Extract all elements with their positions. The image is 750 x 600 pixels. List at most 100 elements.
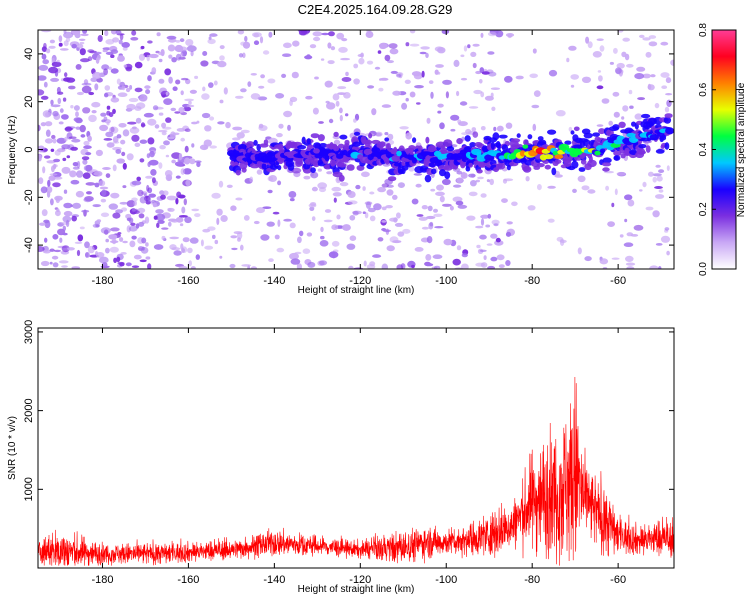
heatmap-noise-cell — [439, 122, 445, 130]
heatmap-noise-cell — [49, 248, 55, 252]
heatmap-signal-cell — [386, 143, 391, 151]
heatmap-noise-cell — [54, 195, 63, 201]
heatmap-signal-peak — [519, 150, 526, 157]
heatmap-noise-cell — [194, 213, 201, 218]
heatmap-noise-cell — [577, 247, 582, 255]
heatmap-noise-cell — [650, 74, 656, 78]
heatmap-signal-cell — [663, 116, 672, 124]
heatmap-noise-cell — [48, 45, 56, 49]
heatmap-noise-cell — [281, 73, 287, 78]
heatmap-noise-cell — [82, 30, 88, 34]
heatmap-noise-cell — [379, 78, 383, 81]
heatmap-noise-cell — [627, 199, 635, 207]
heatmap-noise-cell — [258, 123, 264, 129]
heatmap-noise-cell — [634, 73, 645, 80]
heatmap-noise-cell — [44, 237, 48, 243]
heatmap-noise-cell — [658, 189, 664, 193]
heatmap-noise-cell — [189, 89, 197, 94]
heatmap-noise-cell — [127, 121, 137, 125]
heatmap-signal-cell — [664, 142, 670, 150]
heatmap-noise-cell — [433, 213, 443, 217]
heatmap-noise-cell — [178, 215, 188, 218]
heatmap-noise-cell — [87, 49, 95, 53]
heatmap-noise-cell — [331, 240, 340, 247]
heatmap-signal-cell — [522, 165, 532, 173]
heatmap-noise-cell — [375, 131, 383, 137]
heatmap-noise-cell — [161, 131, 167, 136]
heatmap-noise-cell — [416, 102, 421, 105]
heatmap-signal-cell — [337, 143, 345, 149]
heatmap-noise-cell — [318, 260, 328, 266]
heatmap-noise-cell — [481, 71, 490, 75]
heatmap-signal-cell — [352, 141, 361, 147]
heatmap-noise-cell — [147, 137, 155, 145]
heatmap-noise-cell — [487, 51, 495, 55]
heatmap-noise-cell — [112, 212, 121, 219]
heatmap-noise-cell — [426, 215, 436, 220]
heatmap-noise-cell — [434, 226, 444, 229]
heatmap-noise-cell — [240, 41, 247, 46]
heatmap-noise-cell — [289, 198, 295, 202]
heatmap-noise-cell — [353, 78, 360, 85]
heatmap-noise-cell — [648, 41, 658, 47]
heatmap-noise-cell — [119, 237, 124, 242]
heatmap-noise-cell — [110, 97, 120, 103]
heatmap-noise-cell — [110, 49, 119, 54]
heatmap-noise-cell — [63, 189, 68, 194]
heatmap-noise-cell — [450, 114, 460, 121]
heatmap-noise-cell — [59, 108, 64, 113]
heatmap-noise-cell — [158, 162, 163, 169]
heatmap-noise-cell — [43, 42, 47, 49]
heatmap-noise-cell — [44, 121, 53, 127]
heatmap-signal-cell — [310, 167, 316, 174]
heatmap-noise-cell — [87, 56, 93, 62]
heatmap-noise-cell — [397, 182, 405, 189]
heatmap-noise-cell — [80, 134, 86, 138]
heatmap-signal-cell — [638, 144, 647, 149]
heatmap-noise-cell — [537, 184, 542, 191]
heatmap-noise-cell — [203, 139, 212, 147]
heatmap-signal-peak — [342, 149, 348, 156]
heatmap-noise-cell — [274, 234, 280, 240]
heatmap-noise-cell — [402, 228, 411, 234]
heatmap-noise-cell — [38, 154, 42, 162]
heatmap-noise-cell — [611, 202, 615, 208]
heatmap-noise-cell — [52, 110, 59, 117]
heatmap-noise-cell — [532, 123, 537, 131]
heatmap-noise-cell — [95, 149, 103, 157]
heatmap-noise-cell — [108, 203, 119, 210]
heatmap-noise-cell — [50, 77, 60, 82]
heatmap-noise-cell — [601, 98, 610, 104]
heatmap-noise-cell — [277, 180, 282, 186]
heatmap-noise-cell — [258, 85, 265, 89]
heatmap-noise-cell — [61, 166, 71, 174]
heatmap-noise-cell — [276, 133, 283, 138]
heatmap-noise-cell — [96, 219, 102, 223]
heatmap-noise-cell — [421, 70, 425, 78]
heatmap-noise-cell — [416, 214, 424, 217]
heatmap-noise-cell — [131, 134, 140, 142]
heatmap-noise-cell — [294, 251, 302, 255]
heatmap-noise-cell — [461, 253, 468, 258]
heatmap-noise-cell — [70, 30, 81, 36]
heatmap-noise-cell — [175, 40, 181, 43]
heatmap-signal-peak — [411, 157, 417, 164]
heatmap-noise-cell — [113, 257, 117, 263]
heatmap-noise-cell — [346, 243, 356, 250]
heatmap-noise-cell — [61, 114, 69, 120]
heatmap-noise-cell — [152, 202, 157, 208]
heatmap-noise-cell — [244, 35, 248, 42]
heatmap-signal-cell — [497, 143, 502, 150]
heatmap-noise-cell — [100, 227, 111, 234]
heatmap-noise-cell — [341, 38, 348, 42]
heatmap-noise-cell — [470, 180, 477, 187]
heatmap-noise-cell — [277, 219, 281, 227]
heatmap-noise-cell — [262, 50, 270, 55]
heatmap-signal-cell — [645, 145, 651, 153]
heatmap-noise-cell — [232, 126, 243, 131]
heatmap-signal-cell — [346, 164, 355, 171]
heatmap-noise-cell — [194, 75, 199, 79]
heatmap-noise-cell — [449, 205, 454, 211]
heatmap-noise-cell — [91, 110, 97, 114]
heatmap-noise-cell — [480, 126, 486, 131]
